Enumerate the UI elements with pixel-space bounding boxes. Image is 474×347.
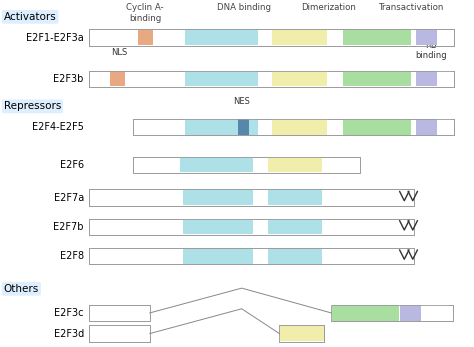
Bar — [279, 325, 324, 342]
Bar — [438, 71, 451, 86]
Bar — [273, 71, 327, 86]
Text: NLS: NLS — [111, 49, 128, 58]
Bar — [343, 119, 411, 135]
Bar — [421, 305, 422, 321]
Text: E2F4-E2F5: E2F4-E2F5 — [32, 122, 84, 132]
Bar — [416, 119, 438, 135]
Bar — [89, 248, 414, 264]
Bar — [89, 305, 150, 321]
Bar — [438, 119, 451, 135]
Bar — [89, 189, 414, 206]
Bar — [268, 190, 322, 205]
Bar — [89, 29, 454, 46]
Bar — [273, 119, 327, 135]
Bar — [110, 71, 118, 86]
Bar — [422, 305, 450, 321]
Bar — [238, 119, 242, 135]
Bar — [89, 305, 150, 321]
Bar — [399, 305, 400, 321]
Bar — [89, 325, 150, 342]
Bar — [242, 119, 246, 135]
Bar — [133, 156, 359, 173]
Text: E2F8: E2F8 — [60, 251, 84, 261]
Text: E2F3c: E2F3c — [55, 308, 84, 318]
Bar — [146, 30, 150, 45]
Bar — [89, 29, 454, 46]
Bar — [150, 30, 153, 45]
Text: NES: NES — [233, 97, 250, 106]
Bar — [268, 157, 322, 172]
Bar — [181, 157, 254, 172]
Bar — [416, 30, 438, 45]
Bar — [89, 70, 454, 87]
Bar — [185, 30, 258, 45]
Text: Repressors: Repressors — [4, 101, 61, 111]
Bar — [268, 219, 322, 235]
Text: Transactivation: Transactivation — [379, 3, 444, 12]
Bar — [273, 30, 327, 45]
Text: Dimerization: Dimerization — [301, 3, 356, 12]
Bar — [183, 190, 254, 205]
Bar — [138, 30, 146, 45]
Text: RB
binding: RB binding — [415, 41, 447, 60]
Bar — [416, 71, 438, 86]
Bar — [343, 71, 411, 86]
Bar — [279, 325, 324, 342]
Bar — [331, 305, 453, 321]
Bar — [185, 71, 258, 86]
Text: E2F3b: E2F3b — [54, 74, 84, 84]
Bar — [331, 305, 332, 321]
Bar — [279, 326, 324, 341]
Bar — [331, 305, 453, 321]
Bar — [343, 30, 411, 45]
Text: DNA binding: DNA binding — [217, 3, 271, 12]
Bar — [332, 305, 399, 321]
Text: Others: Others — [4, 284, 39, 294]
Text: E2F7a: E2F7a — [54, 193, 84, 203]
Bar — [89, 248, 414, 264]
Bar — [438, 30, 451, 45]
Bar — [133, 119, 454, 135]
Bar — [246, 119, 249, 135]
Bar — [183, 219, 254, 235]
Bar — [118, 71, 121, 86]
Bar — [89, 325, 150, 342]
Text: Cyclin A-
binding: Cyclin A- binding — [126, 3, 164, 23]
Text: E2F3d: E2F3d — [54, 329, 84, 339]
Text: E2F1-E2F3a: E2F1-E2F3a — [26, 33, 84, 43]
Bar — [185, 119, 258, 135]
Text: Activators: Activators — [4, 12, 56, 22]
Bar — [89, 189, 414, 206]
Bar — [89, 219, 414, 235]
Text: E2F6: E2F6 — [60, 160, 84, 170]
Bar — [400, 305, 421, 321]
Bar — [183, 248, 254, 264]
Bar — [89, 219, 414, 235]
Bar — [133, 156, 359, 173]
Bar — [268, 248, 322, 264]
Bar — [121, 71, 125, 86]
Bar — [89, 70, 454, 87]
Text: E2F7b: E2F7b — [54, 222, 84, 232]
Bar — [133, 119, 454, 135]
